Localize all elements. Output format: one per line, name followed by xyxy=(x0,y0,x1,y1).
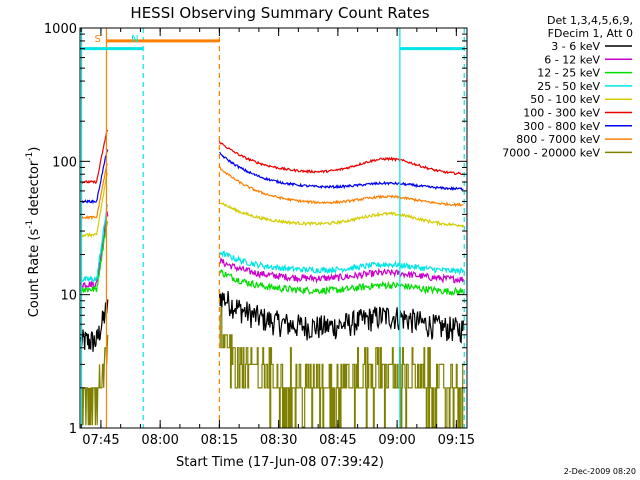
x-axis-label: Start Time (17-Jun-08 07:39:42) xyxy=(176,455,384,470)
series-line-pre-100-300-kev xyxy=(80,129,109,185)
legend-label-25-50-kev: 25 - 50 keV xyxy=(537,80,600,93)
legend: Det 1,3,4,5,6,9, FDecim 1, Att 0 3 - 6 k… xyxy=(502,14,633,159)
x-axis: 07:45 08:00 08:15 08:30 08:45 09:00 09:15 xyxy=(80,28,475,448)
legend-header-line-2: FDecim 1, Att 0 xyxy=(548,27,633,40)
series-line-pre-800-7000-kev xyxy=(81,163,109,221)
legend-label-100-300-kev: 100 - 300 keV xyxy=(523,107,600,120)
x-tick-label: 07:45 xyxy=(82,433,119,448)
legend-label-50-100-kev: 50 - 100 keV xyxy=(530,93,600,106)
series-line-pre-25-50-kev xyxy=(80,203,109,283)
series-line-pre-6-12-kev xyxy=(80,211,109,290)
x-tick-label: 08:30 xyxy=(260,433,297,448)
x-tick-label: 08:45 xyxy=(319,433,356,448)
y-axis-label-mid: detector xyxy=(27,160,42,220)
y-axis-label-sup1: -1 xyxy=(25,220,35,229)
y-axis-label-suffix: ) xyxy=(27,147,42,152)
plot-frame xyxy=(79,27,468,429)
series-line-post-300-800-kev xyxy=(219,151,464,191)
y-tick-label: 1 xyxy=(69,422,77,437)
y-tick-label: 100 xyxy=(52,155,77,170)
series-line-post-100-300-kev xyxy=(218,140,464,176)
y-tick-label: 1000 xyxy=(44,22,77,37)
legend-label-800-7000-kev: 800 - 7000 keV xyxy=(516,133,600,146)
state-marker-s: S xyxy=(94,34,100,45)
legend-label-300-800-kev: 300 - 800 keV xyxy=(523,120,600,133)
y-tick-label: 10 xyxy=(60,289,77,304)
legend-label-7000-20000-kev: 7000 - 20000 keV xyxy=(502,146,600,159)
x-tick-label: 08:00 xyxy=(141,433,178,448)
series-line-pre-300-800-kev xyxy=(80,149,109,205)
series-line-post-800-7000-kev xyxy=(219,166,464,208)
x-tick-label: 09:15 xyxy=(438,433,475,448)
series-line-post-12-25-kev xyxy=(218,268,464,297)
x-tick-label: 08:15 xyxy=(201,433,238,448)
footer-date: 2-Dec-2009 08:20 xyxy=(564,467,636,476)
series-line-pre-7000-20000-kev xyxy=(81,334,109,426)
chart-title: HESSI Observing Summary Count Rates xyxy=(130,4,429,22)
series-line-pre-50-100-kev xyxy=(80,172,109,238)
series-line-post-6-12-kev xyxy=(218,256,464,284)
y-axis-label-sup2: -1 xyxy=(25,152,35,161)
series-line-pre-3-6-kev xyxy=(80,299,109,352)
x-tick-label: 09:00 xyxy=(378,433,415,448)
series-line-post-25-50-kev xyxy=(219,251,464,276)
legend-header-line-1: Det 1,3,4,5,6,9, xyxy=(547,14,633,27)
y-axis: 1 10 100 1000 xyxy=(44,22,467,437)
plot-area xyxy=(80,129,464,428)
series-line-post-7000-20000-kev xyxy=(219,307,464,428)
y-axis-label: Count Rate (s-1 detector-1) xyxy=(25,147,42,318)
legend-label-12-25-kev: 12 - 25 keV xyxy=(537,67,600,80)
series-line-post-50-100-kev xyxy=(219,202,464,228)
series-line-post-3-6-kev xyxy=(218,289,464,344)
state-marker-n: N xyxy=(131,34,138,45)
legend-label-6-12-kev: 6 - 12 keV xyxy=(544,53,600,66)
y-axis-label-prefix: Count Rate (s xyxy=(27,229,42,318)
series-line-pre-12-25-kev xyxy=(80,221,109,294)
legend-label-3-6-kev: 3 - 6 keV xyxy=(551,40,600,53)
